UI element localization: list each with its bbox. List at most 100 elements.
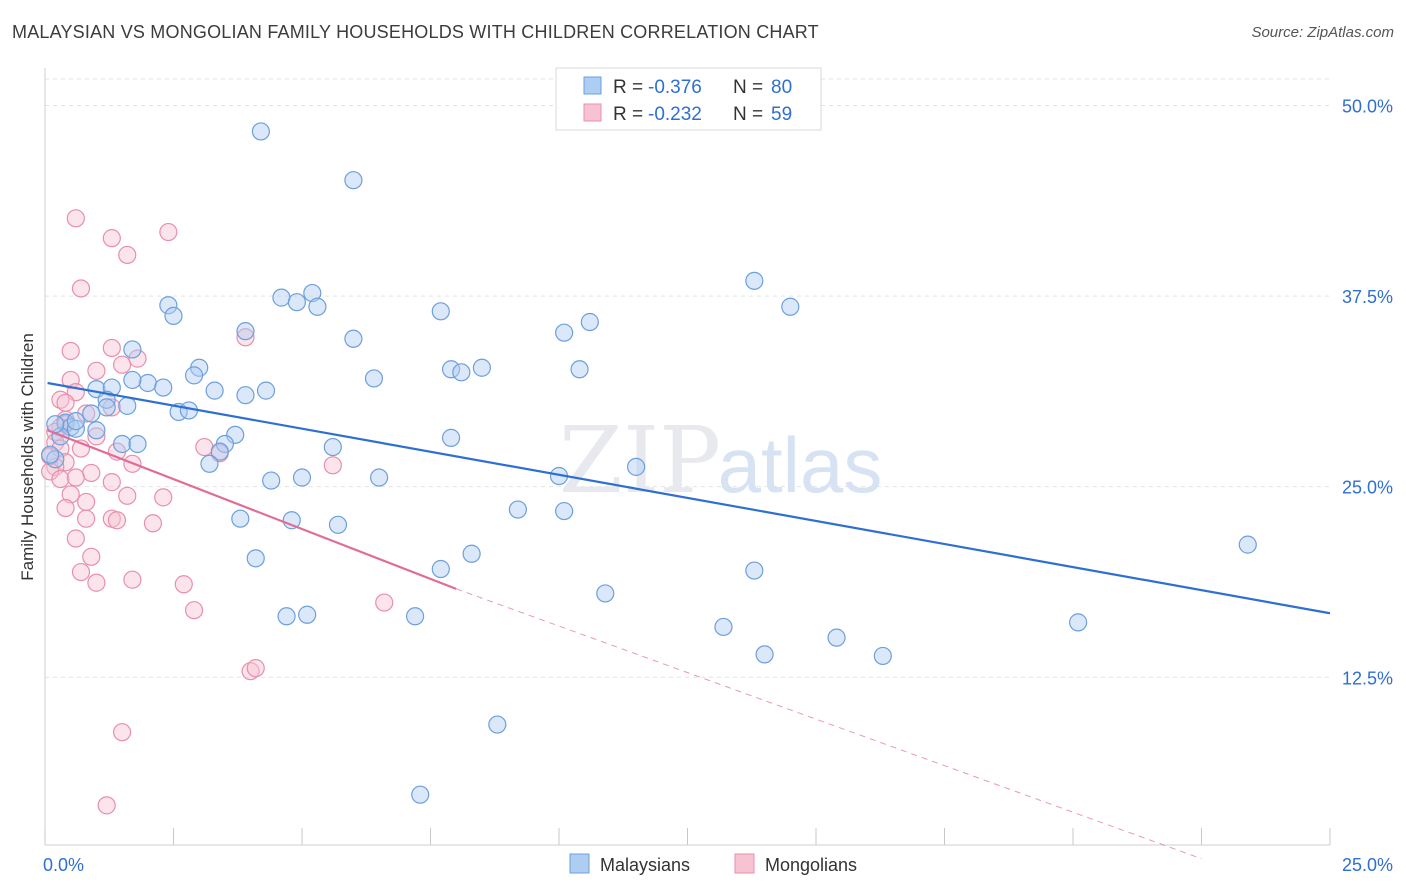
stats-n-value-2: 59 — [771, 104, 792, 125]
mongolians-point — [51, 469, 70, 489]
malaysians-point — [128, 434, 147, 454]
malaysians-point — [292, 468, 312, 487]
malaysians-point — [431, 302, 450, 321]
mongolians-point — [71, 279, 91, 298]
malaysians-point — [714, 617, 733, 637]
mongolians-point — [87, 573, 106, 592]
malaysians-point — [82, 404, 101, 423]
trend-lines — [47, 381, 1331, 860]
svg-text:R = -0.376 N =: R = -0.376 N = 80 — [613, 77, 792, 98]
malaysians-point — [123, 340, 142, 359]
malaysians-point — [97, 398, 116, 417]
mongolians-trend-extension — [456, 588, 1202, 860]
mongolians-point — [77, 404, 96, 423]
malaysians-point — [200, 454, 219, 473]
stats-n-label-2: N = — [733, 104, 768, 125]
chart-title: MALAYSIAN VS MONGOLIAN FAMILY HOUSEHOLDS… — [12, 22, 819, 42]
mongolians-point — [154, 488, 173, 507]
mongolians-point — [112, 355, 132, 374]
stats-r-value-2: -0.232 — [648, 104, 702, 125]
mongolians-point — [56, 393, 75, 412]
malaysians-point — [205, 381, 224, 400]
y-tick-label: 12.5% — [1342, 668, 1393, 688]
malaysians-point — [452, 363, 471, 382]
malaysians-point — [298, 605, 317, 624]
mongolians-point — [66, 468, 85, 487]
y-tick-label: 37.5% — [1342, 287, 1393, 307]
malaysians-point — [1069, 613, 1088, 632]
malaysians-point — [472, 358, 491, 377]
series-legend: Malaysians Mongolians — [569, 853, 857, 875]
watermark-zip: ZIP — [559, 407, 721, 514]
tick-labels: 12.5% 25.0% 37.5% 50.0% 0.0% 25.0% — [43, 96, 1393, 875]
malaysians-point — [277, 607, 296, 626]
malaysians-point — [626, 457, 646, 476]
mongolians-point — [143, 514, 163, 533]
mongolians-point — [184, 601, 204, 620]
malaysians-point — [66, 419, 85, 438]
legend-swatch-mongolians — [734, 853, 755, 874]
malaysians-point — [210, 442, 229, 461]
mongolians-point — [195, 437, 214, 457]
mongolians-point — [236, 328, 255, 347]
y-tick-label: 25.0% — [1342, 478, 1393, 498]
malaysians-point — [488, 715, 507, 734]
mongolians-point — [82, 463, 101, 483]
mongolians-point — [87, 427, 106, 446]
malaysians-point — [184, 366, 204, 385]
malaysians-point — [328, 515, 348, 534]
mongolians-point — [159, 222, 178, 242]
stats-swatch-mongolians — [583, 103, 602, 122]
mongolians-point — [102, 473, 121, 492]
malaysians-point — [431, 559, 450, 579]
mongolians-point — [174, 575, 193, 594]
series-mongolians-points — [41, 209, 394, 815]
malaysians-point — [364, 369, 384, 388]
mongolians-point — [66, 529, 85, 548]
malaysians-point — [508, 500, 527, 519]
malaysians-point — [344, 171, 363, 190]
malaysians-point — [827, 628, 846, 647]
source-label: Source: ZipAtlas.com — [1251, 24, 1394, 41]
mongolians-point — [71, 562, 91, 582]
mongolians-point — [118, 245, 137, 265]
malaysians-point — [87, 421, 106, 440]
malaysians-point — [231, 509, 250, 528]
watermark-atlas: atlas — [718, 421, 883, 509]
svg-text:R = -0.232 N =: R = -0.232 N = 59 — [613, 104, 792, 125]
malaysians-point — [154, 378, 173, 397]
mongolians-point — [61, 485, 80, 504]
malaysians-point — [596, 584, 615, 603]
mongolians-point — [102, 229, 121, 248]
mongolians-point — [56, 498, 75, 518]
mongolians-point — [102, 338, 121, 358]
legend-swatch-malaysians — [569, 853, 590, 874]
stats-n-label-1: N = — [733, 77, 768, 98]
mongolians-point — [87, 361, 106, 380]
malaysians-point — [570, 360, 589, 379]
malaysians-point — [246, 549, 265, 568]
mongolians-point — [123, 570, 142, 589]
malaysians-point — [873, 646, 892, 666]
series-malaysians-points — [41, 122, 1257, 804]
malaysians-point — [66, 412, 85, 431]
malaysians-point — [344, 329, 363, 348]
malaysians-point — [370, 468, 389, 487]
malaysians-point — [308, 297, 327, 316]
axis-layer — [44, 68, 1331, 846]
malaysians-point — [405, 607, 425, 626]
malaysians-point — [159, 296, 178, 315]
malaysians-point — [256, 381, 276, 400]
malaysians-point — [272, 288, 291, 307]
x-tick-label: 0.0% — [43, 855, 84, 875]
malaysians-point — [462, 544, 481, 563]
mongolians-point — [118, 486, 137, 505]
mongolians-point — [97, 796, 116, 815]
mongolians-trend-line — [47, 429, 457, 590]
malaysians-point — [41, 445, 60, 464]
malaysians-point — [164, 306, 183, 326]
stats-r-label-1: R = — [613, 77, 648, 98]
malaysians-point — [441, 360, 461, 379]
mongolians-point — [107, 511, 127, 530]
